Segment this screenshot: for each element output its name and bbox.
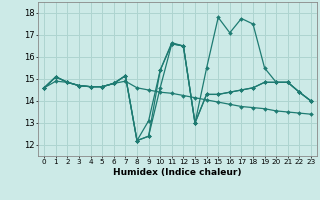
X-axis label: Humidex (Indice chaleur): Humidex (Indice chaleur) <box>113 168 242 177</box>
